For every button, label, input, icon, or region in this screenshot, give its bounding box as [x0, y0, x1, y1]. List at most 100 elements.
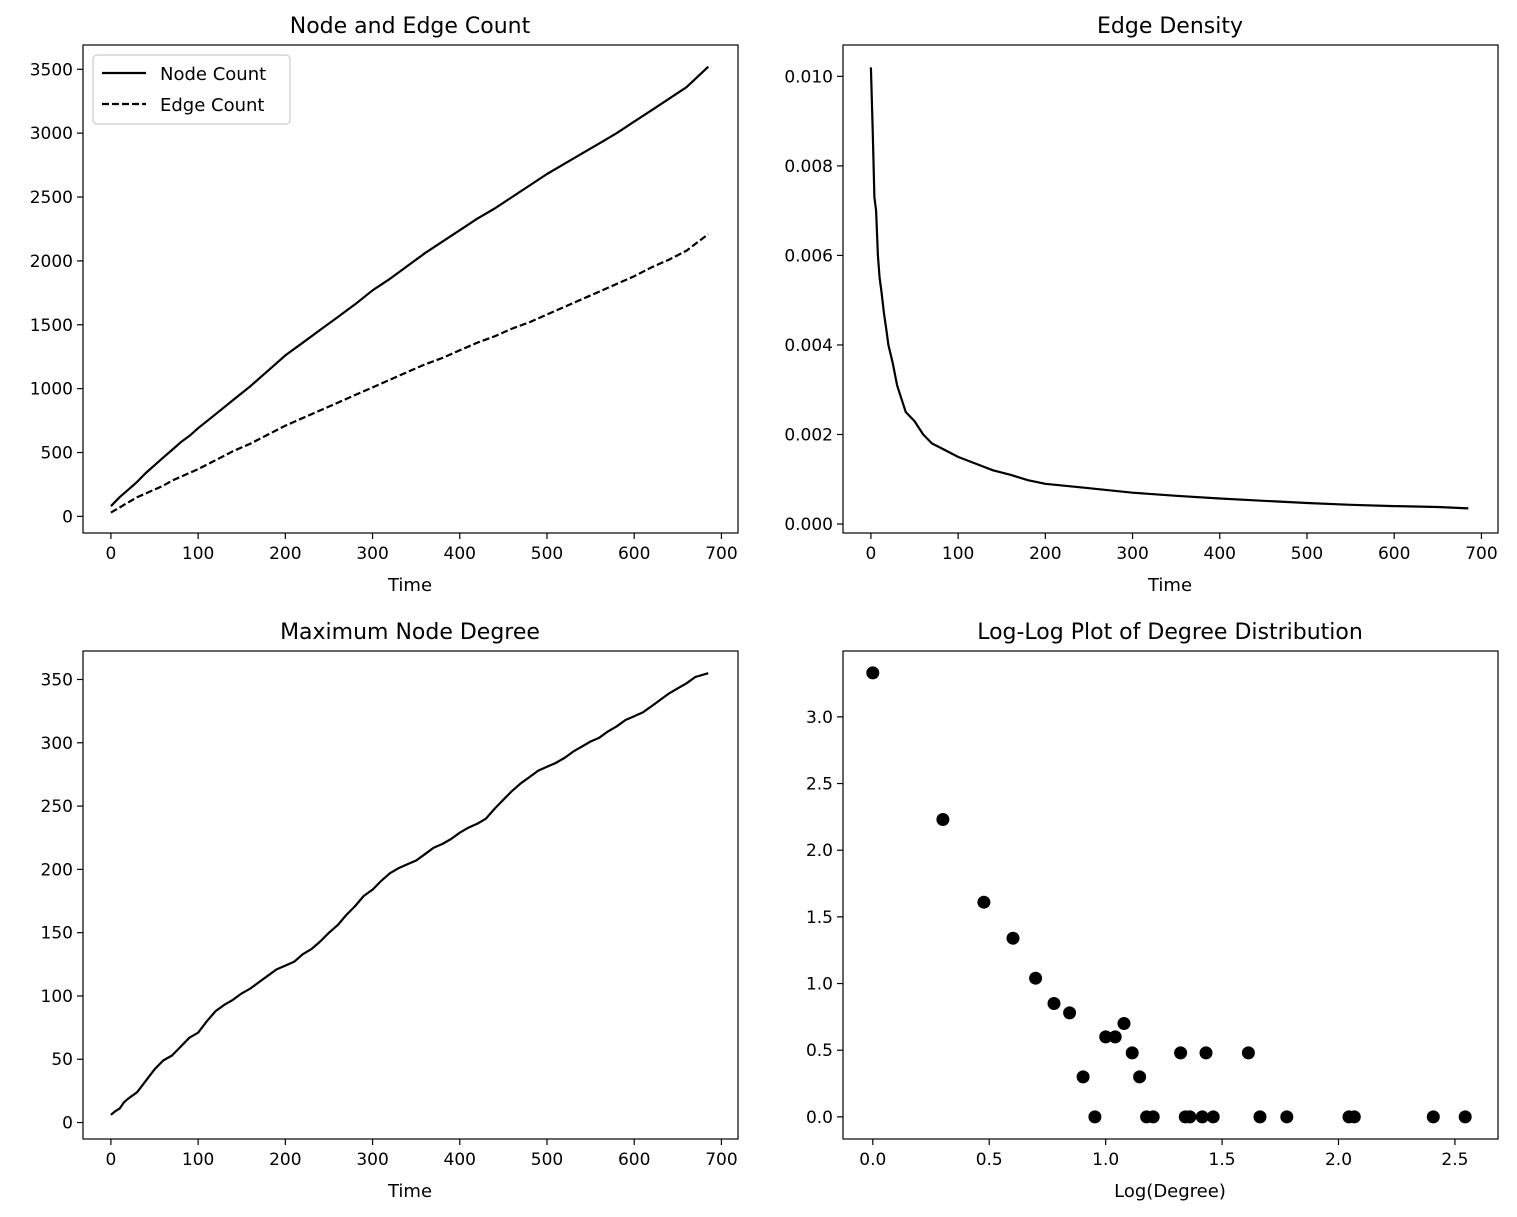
y-tick-label: 150 [41, 924, 73, 944]
y-tick-label: 350 [41, 670, 73, 690]
chart-title: Edge Density [1097, 14, 1243, 39]
x-tick-label: 600 [618, 1150, 650, 1170]
chart-title: Maximum Node Degree [280, 620, 540, 645]
scatter-point [977, 895, 991, 909]
x-tick-label: 400 [1204, 544, 1236, 564]
x-tick-label: 200 [269, 1150, 301, 1170]
x-tick-label: 300 [356, 544, 388, 564]
x-tick-label: 100 [182, 544, 214, 564]
x-tick-label: 2.0 [1325, 1150, 1352, 1170]
x-axis-label: Time [387, 575, 432, 596]
y-tick-label: 1.0 [806, 975, 833, 995]
y-tick-label: 0.002 [784, 426, 833, 446]
x-tick-label: 0 [105, 544, 116, 564]
chart-title: Log-Log Plot of Degree Distribution [977, 620, 1363, 645]
scatter-point [1183, 1110, 1197, 1124]
y-tick-label: 0 [62, 1114, 73, 1134]
x-tick-label: 1.0 [1092, 1150, 1119, 1170]
legend: Node Count Edge Count [92, 54, 291, 125]
x-axis-label: Time [1147, 575, 1192, 596]
y-tick-label: 0.004 [784, 336, 833, 356]
y-tick-label: 3500 [30, 60, 73, 80]
y-tick-label: 50 [51, 1050, 73, 1070]
scatter-point [1099, 1030, 1113, 1044]
y-tick-label: 250 [41, 797, 73, 817]
scatter-point [1133, 1070, 1147, 1084]
x-tick-label: 700 [1465, 544, 1497, 564]
x-tick-label: 300 [1116, 544, 1148, 564]
edge-density-chart: Edge Density Time 0 100 200 300 400 500 600 700… [784, 14, 1499, 596]
scatter-point [1199, 1046, 1213, 1060]
scatter-point [1347, 1110, 1361, 1124]
scatter-point [1088, 1110, 1102, 1124]
x-axis-label: Log(Degree) [1114, 1181, 1226, 1202]
scatter-point [1280, 1110, 1294, 1124]
y-tick-label: 3.0 [806, 708, 833, 728]
x-tick-label: 300 [356, 1150, 388, 1170]
legend-label-edge-count: Edge Count [160, 95, 264, 116]
y-tick-label: 0.006 [784, 246, 833, 266]
scatter-point [1146, 1110, 1160, 1124]
axes-frame [842, 44, 1499, 534]
y-tick-label: 2.0 [806, 841, 833, 861]
scatter-point [1125, 1046, 1139, 1060]
x-tick-label: 500 [1291, 544, 1323, 564]
scatter-point [1195, 1110, 1209, 1124]
x-tick-label: 0.0 [859, 1150, 886, 1170]
y-tick-label: 2000 [30, 252, 73, 272]
node-edge-count-chart: Node and Edge Count Time 0 100 200 300 400 50… [30, 14, 739, 596]
scatter-point [1117, 1017, 1131, 1030]
y-tick-label: 0.000 [784, 515, 833, 535]
x-tick-label: 400 [444, 544, 476, 564]
scatter-point [1253, 1110, 1267, 1124]
x-tick-label: 0 [865, 544, 876, 564]
series-line [110, 672, 709, 1116]
scatter-point [1076, 1070, 1090, 1084]
degree-distribution-chart: Log-Log Plot of Degree Distribution Log(… [806, 620, 1499, 1202]
scatter-point [1426, 1110, 1440, 1124]
x-tick-label: 0 [105, 1150, 116, 1170]
scatter-point [1063, 1006, 1077, 1020]
y-tick-label: 3000 [30, 124, 73, 144]
y-tick-label: 0.5 [806, 1041, 833, 1061]
max-node-degree-chart: Maximum Node Degree Time 0 100 200 300 400 50… [41, 620, 739, 1202]
x-tick-label: 1.5 [1209, 1150, 1236, 1170]
series-line-edge-count [110, 233, 709, 514]
x-tick-label: 2.5 [1441, 1150, 1468, 1170]
scatter-point [1174, 1046, 1188, 1060]
series-line [869, 67, 1469, 510]
x-axis-label: Time [387, 1181, 432, 1202]
y-tick-label: 2500 [30, 188, 73, 208]
y-tick-label: 200 [41, 860, 73, 880]
x-tick-label: 700 [705, 1150, 737, 1170]
legend-label-node-count: Node Count [160, 64, 266, 85]
y-tick-label: 1500 [30, 316, 73, 336]
x-tick-label: 0.5 [976, 1150, 1003, 1170]
y-tick-label: 100 [41, 987, 73, 1007]
y-tick-label: 1000 [30, 380, 73, 400]
y-tick-label: 0.008 [784, 157, 833, 177]
x-tick-label: 400 [444, 1150, 476, 1170]
axes-frame [82, 44, 739, 534]
y-tick-label: 1.5 [806, 908, 833, 928]
y-tick-label: 300 [41, 734, 73, 754]
series-line-node-count [110, 65, 710, 507]
x-tick-label: 700 [705, 544, 737, 564]
scatter-point [1241, 1046, 1255, 1060]
x-tick-label: 200 [269, 544, 301, 564]
y-tick-label: 0.0 [806, 1108, 833, 1128]
scatter-point [1108, 1030, 1122, 1044]
y-tick-label: 0 [62, 507, 73, 527]
scatter-point [1458, 1110, 1472, 1124]
scatter-point [1006, 931, 1020, 945]
x-tick-label: 600 [1378, 544, 1410, 564]
y-tick-label: 0.010 [784, 67, 833, 87]
x-tick-label: 500 [531, 544, 563, 564]
scatter-point [1047, 997, 1061, 1010]
scatter-point [1029, 971, 1043, 985]
x-tick-label: 600 [618, 544, 650, 564]
axes-frame [842, 650, 1499, 1140]
x-tick-label: 100 [942, 544, 974, 564]
x-tick-label: 100 [182, 1150, 214, 1170]
